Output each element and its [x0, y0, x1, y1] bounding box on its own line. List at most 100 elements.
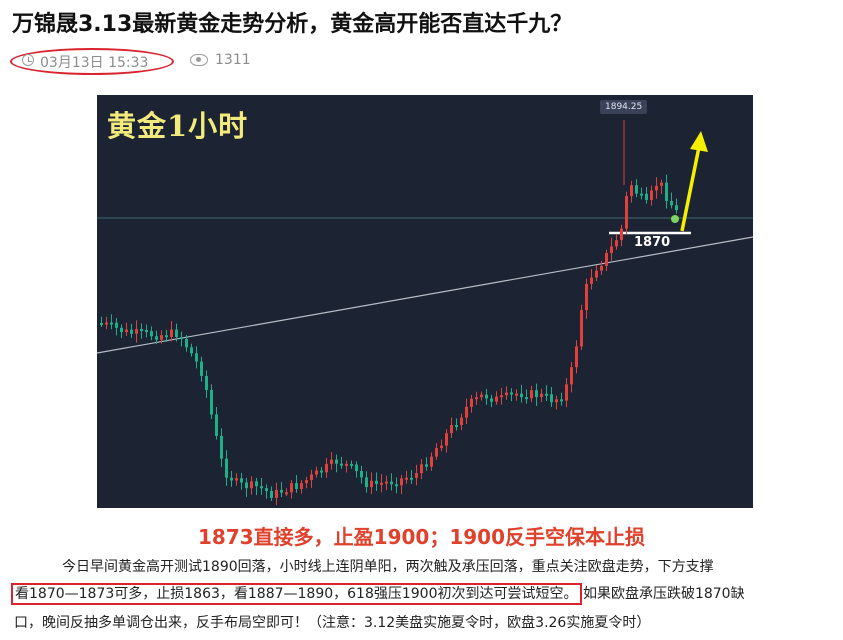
candle-body: [420, 464, 423, 474]
body-line-3: 口，晚间反抽多单调仓出来，反手布局空即可！（注意：3.12美盘实施夏令时，欧盘3…: [14, 615, 651, 631]
candle-body: [185, 338, 188, 348]
candle-body: [360, 471, 363, 478]
candle-body: [440, 445, 443, 449]
candle-body: [140, 329, 143, 332]
candle-body: [595, 270, 598, 278]
candle-body: [105, 322, 108, 325]
body-line-2-rest: 如果欧盘承压跌破1870缺: [582, 586, 745, 602]
candle-body: [640, 193, 643, 196]
candle-body: [190, 347, 193, 354]
candle-body: [145, 330, 148, 333]
candle-body: [345, 463, 348, 466]
candle-body: [340, 463, 343, 466]
candle-body: [590, 277, 593, 284]
candle-body: [255, 481, 258, 487]
candle-body: [430, 456, 433, 467]
candle-body: [370, 480, 373, 488]
candle-body: [205, 375, 208, 390]
candle-body: [165, 335, 168, 338]
candle-body: [580, 310, 583, 347]
candle-body: [650, 190, 653, 201]
candle-body: [295, 483, 298, 489]
candle-body: [150, 331, 153, 337]
candle-body: [305, 480, 308, 484]
candle-body: [635, 185, 638, 194]
view-count: 1311: [215, 52, 251, 68]
candle-body: [405, 477, 408, 480]
candle-body: [435, 448, 438, 457]
candle-body: [625, 196, 628, 229]
candle-body: [415, 473, 418, 478]
candle-body: [490, 398, 493, 402]
candle-body: [505, 392, 508, 396]
candle-body: [485, 394, 488, 399]
candle-body: [270, 490, 273, 498]
candle-body: [195, 353, 198, 362]
up-arrow-icon: [680, 131, 708, 232]
candle-body: [265, 488, 268, 491]
candle-body: [535, 390, 538, 398]
candle-body: [395, 484, 398, 487]
candle-body: [525, 397, 528, 400]
candle-body: [120, 327, 123, 333]
candle-body: [135, 329, 138, 334]
body-line-1: 今日早间黄金高开测试1890回落，小时线上连阴单阳，两次触及承压回落，重点关注欧…: [62, 559, 714, 575]
candle-body: [660, 182, 663, 186]
candle-body: [550, 394, 553, 403]
candle-body: [470, 398, 473, 407]
candle-body: [155, 336, 158, 340]
candle-body: [425, 464, 428, 467]
publish-date: 03月13日 15:33: [40, 55, 149, 71]
clock-icon: [22, 54, 34, 66]
highlighted-trade-plan: 看1870—1873可多，止损1863，看1887—1890，618强压1900…: [11, 583, 582, 605]
candle-body: [320, 470, 323, 473]
candle-body: [615, 240, 618, 247]
candle-body: [530, 390, 533, 399]
candle-body: [620, 228, 623, 241]
candle-body: [115, 322, 118, 328]
candle-body: [365, 477, 368, 488]
candle-body: [510, 392, 513, 395]
candle-body: [480, 394, 483, 398]
candle-body: [300, 483, 303, 489]
support-price-label: 1870: [634, 235, 671, 250]
candle-body: [250, 481, 253, 489]
candle-body: [240, 478, 243, 483]
candle-body: [465, 406, 468, 418]
candle-body: [130, 329, 133, 334]
candle-body: [310, 474, 313, 481]
candle-body: [100, 323, 103, 325]
candle-body: [330, 459, 333, 464]
candle-body: [455, 424, 458, 427]
candle-body: [575, 346, 578, 368]
candle-body: [515, 393, 518, 396]
candle-body: [390, 481, 393, 485]
candle-body: [325, 463, 328, 473]
candle-body: [260, 486, 263, 489]
candle-body: [460, 417, 463, 426]
candle-body: [180, 337, 183, 340]
candle-body: [290, 483, 293, 493]
candle-body: [350, 463, 353, 466]
candle-body: [445, 433, 448, 446]
candle-body: [630, 185, 633, 197]
candle-body: [125, 329, 128, 333]
peak-price-label: 1894.25: [600, 100, 648, 114]
candle-body: [220, 435, 223, 459]
candle-body: [200, 361, 203, 376]
candle-body: [215, 414, 218, 436]
candle-body: [655, 185, 658, 191]
candle-body: [565, 384, 568, 401]
trend-line: [97, 236, 753, 354]
candle-body: [410, 477, 413, 480]
candle-body: [645, 193, 648, 201]
date-highlight-circle: [10, 48, 174, 75]
candle-body: [495, 396, 498, 402]
candle-body: [235, 478, 238, 481]
candle-body: [560, 399, 563, 402]
candle-body: [610, 246, 613, 253]
candle-body: [670, 200, 673, 206]
candle-body: [600, 265, 603, 271]
chart-timeframe-label: 黄金1小时: [107, 109, 249, 143]
candle-body: [385, 481, 388, 484]
